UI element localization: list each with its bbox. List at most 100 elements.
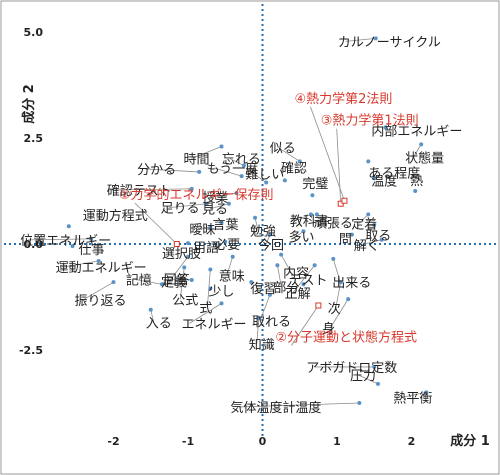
point-label: 身 <box>322 321 335 337</box>
data-point <box>239 174 244 179</box>
point-label: 似る <box>270 141 296 156</box>
leader-line <box>229 158 245 166</box>
leader-line <box>335 282 342 309</box>
point-label: 取る <box>365 229 391 244</box>
point-label: 気体温度計温度 <box>230 400 321 416</box>
leader-line <box>401 392 427 398</box>
y-axis-title: 成分 2 <box>21 84 37 124</box>
leader-line <box>210 192 237 198</box>
data-point <box>279 252 284 257</box>
leader-line <box>292 264 315 294</box>
data-point <box>282 178 287 183</box>
data-point <box>89 236 94 241</box>
x-tick-label: 2 <box>408 435 416 448</box>
data-point <box>379 237 384 242</box>
point-label: 完璧 <box>302 176 328 192</box>
data-point <box>267 232 272 237</box>
point-label: 選択肢 <box>162 246 201 262</box>
point-label: 圧力 <box>350 369 376 384</box>
y-tick-label: -2.5 <box>19 344 43 357</box>
point-label: エネルギー <box>182 317 247 332</box>
data-points <box>66 36 429 405</box>
data-point <box>331 256 336 261</box>
concept-label: ③熱力学第1法則 <box>321 113 419 129</box>
leader-line <box>209 203 230 210</box>
data-point <box>256 316 261 321</box>
leader-line <box>214 167 242 177</box>
point-label: ある程度 <box>368 165 420 181</box>
point-label: 取れる <box>252 315 291 330</box>
leader-line <box>133 278 162 285</box>
y-tick-label: 2.5 <box>24 132 44 145</box>
data-point <box>267 292 272 297</box>
y-tick-labels: 5.0 2.5 0.0 -2.5 <box>19 26 43 357</box>
point-label: 少し <box>208 285 234 300</box>
point-label: 必要 <box>214 238 240 253</box>
leader-line <box>168 256 189 282</box>
leader-line <box>145 168 200 173</box>
point-label: 内部エネルギー <box>371 123 462 139</box>
leader-line <box>114 188 192 191</box>
data-point <box>66 224 71 229</box>
data-point <box>383 125 388 130</box>
concept-leader-line <box>134 202 178 245</box>
point-label: 足りる <box>161 202 200 217</box>
leader-line <box>179 267 185 300</box>
leader-line <box>280 254 292 273</box>
leader-line <box>197 226 211 230</box>
leader-line <box>171 278 192 281</box>
point-label: 定義 <box>161 275 187 291</box>
data-point <box>372 176 377 181</box>
data-point <box>186 254 190 259</box>
leader-line <box>259 294 271 322</box>
leader-line <box>361 239 382 246</box>
point-label: 熱 <box>410 174 423 189</box>
point-label: 位置エネルギー <box>20 234 111 249</box>
data-point <box>349 232 354 237</box>
x-tick-label: -1 <box>182 435 194 448</box>
point-label: 授業 <box>202 190 228 206</box>
leader-line <box>150 309 155 323</box>
point-label: 復習 <box>250 281 276 297</box>
data-point <box>312 263 317 268</box>
point-label: 確認 <box>281 160 307 176</box>
leader-line <box>297 213 312 221</box>
point-label: アボガドロ定数 <box>306 361 397 376</box>
x-axis-title: 成分 1 <box>450 433 490 449</box>
data-point <box>182 265 187 270</box>
data-point <box>301 282 306 287</box>
concept-marker <box>173 241 180 247</box>
data-point <box>253 215 258 220</box>
point-label: 頑張る <box>314 216 353 231</box>
x-tick-label: 0 <box>259 435 267 448</box>
data-point <box>223 239 228 244</box>
data-point <box>366 212 371 217</box>
concept-label: ②分子運動と状態方程式 <box>275 329 417 345</box>
data-point <box>310 193 315 198</box>
point-label: 状態量 <box>405 150 444 166</box>
concept-leader-line <box>310 106 345 201</box>
data-point <box>219 220 224 225</box>
data-point <box>372 222 377 227</box>
leader-line <box>189 303 222 324</box>
data-point <box>96 258 101 263</box>
point-label: 忘れる <box>222 153 261 168</box>
point-label: 見る <box>202 203 228 218</box>
data-point <box>208 225 213 230</box>
data-point <box>234 191 239 196</box>
data-point <box>301 229 306 234</box>
data-point <box>159 282 164 287</box>
data-point <box>208 267 213 272</box>
point-label: 分かる <box>137 163 176 178</box>
point-label: 多い <box>288 229 314 245</box>
data-point <box>346 297 351 302</box>
concept-leader-line <box>291 305 319 346</box>
point-label: 時間 <box>184 152 210 167</box>
leader-line <box>238 402 360 408</box>
data-point <box>189 278 194 283</box>
data-point <box>219 301 224 306</box>
leader-line <box>332 258 341 282</box>
